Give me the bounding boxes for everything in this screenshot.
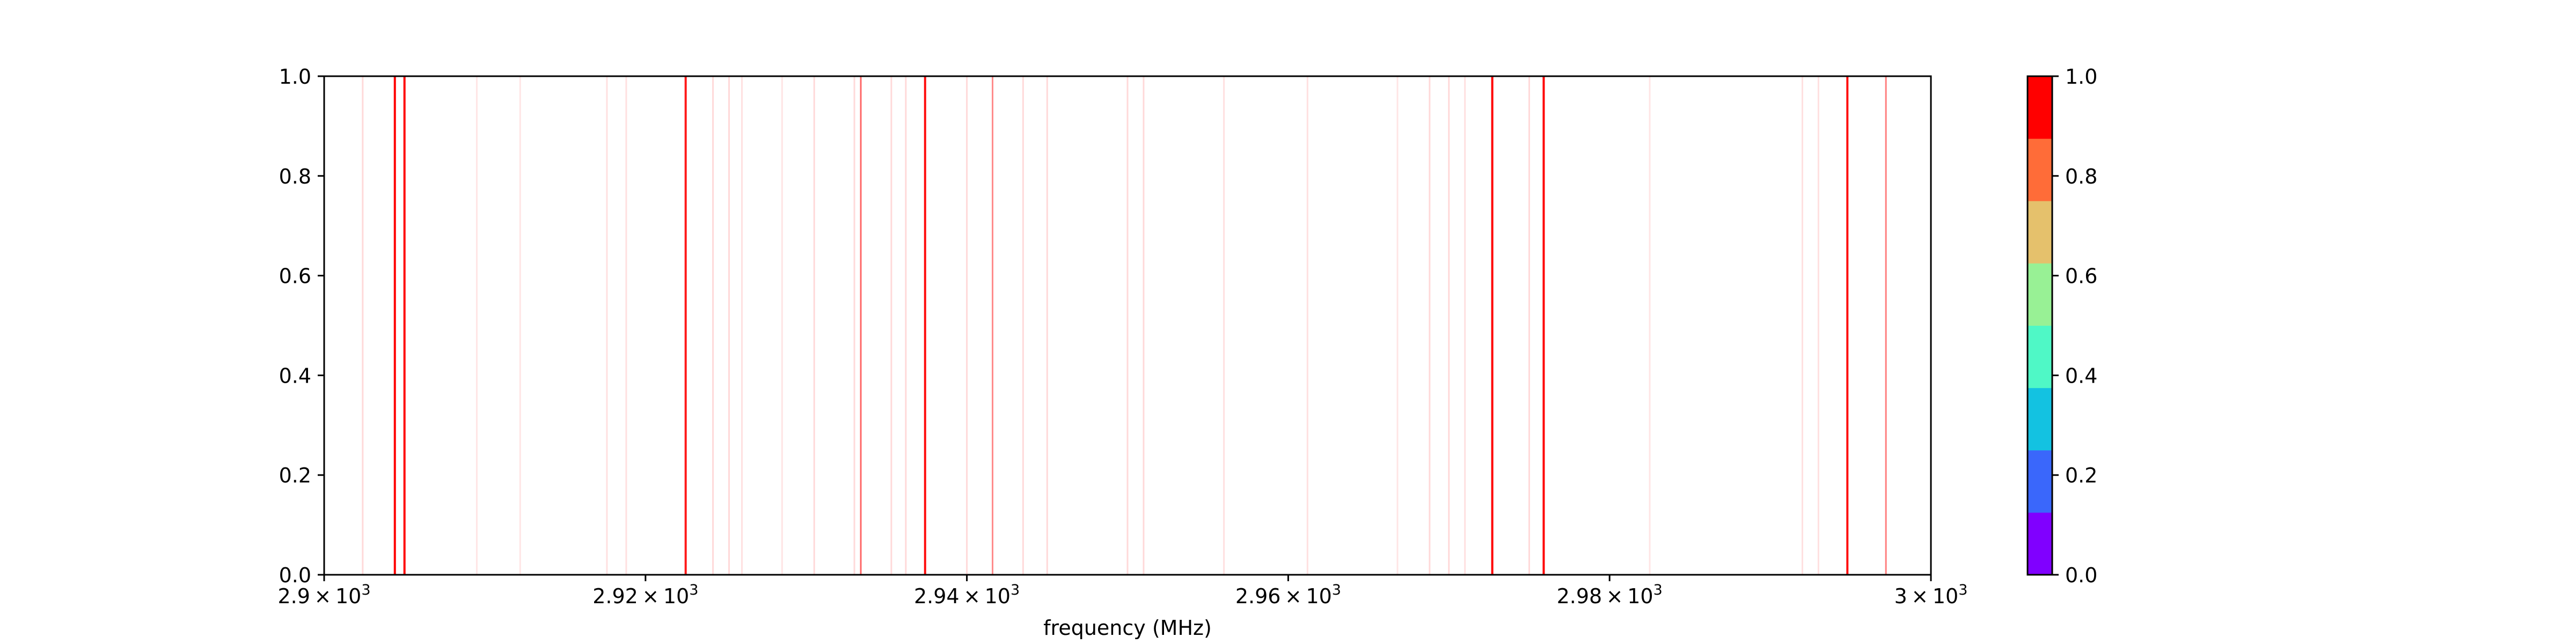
colorbar-tick-label: 0.4 <box>2065 364 2097 387</box>
colorbar-segment <box>2028 512 2052 575</box>
colorbar-tick-label: 0.8 <box>2065 165 2097 188</box>
colorbar-segment <box>2028 263 2052 326</box>
colorbar-tick-label: 0.0 <box>2065 564 2097 587</box>
colorbar-tick-label: 0.2 <box>2065 464 2097 487</box>
y-tick-label: 1.0 <box>279 65 311 89</box>
colorbar-segment <box>2028 387 2052 451</box>
colorbar-frame <box>2026 75 2053 576</box>
colorbar-segment <box>2028 450 2052 513</box>
y-tick-label: 0.4 <box>279 364 311 387</box>
x-tick-label: 3 × 103 <box>1894 582 1968 608</box>
plot-background <box>324 76 1931 575</box>
colorbar-segment <box>2028 138 2052 201</box>
x-axis: 2.9 × 103 2.92 × 103 2.94 × 103 2.96 × 103 2… <box>278 575 1968 608</box>
colorbar-tick-label: 0.6 <box>2065 265 2097 288</box>
y-tick-label: 0.2 <box>279 464 311 487</box>
colorbar-segment <box>2028 76 2052 139</box>
colorbar-tick-label: 1.0 <box>2065 65 2097 89</box>
x-tick-label: 2.9 × 103 <box>278 582 371 608</box>
x-tick-label: 2.96 × 103 <box>1235 582 1341 608</box>
colorbar-segment <box>2028 201 2052 264</box>
x-tick-label: 2.92 × 103 <box>592 582 698 608</box>
x-axis-label: frequency (MHz) <box>1043 616 1212 640</box>
spectral-lines <box>362 76 1887 575</box>
x-tick-label: 2.98 × 103 <box>1557 582 1663 608</box>
y-tick-label: 0.6 <box>279 265 311 288</box>
colorbar: 0.0 0.2 0.4 0.6 0.8 1.0 <box>2026 65 2097 587</box>
y-tick-label: 0.0 <box>279 564 311 587</box>
x-tick-label: 2.94 × 103 <box>914 582 1020 608</box>
plot-frame <box>323 75 1932 576</box>
y-tick-label: 0.8 <box>279 165 311 188</box>
y-axis: 0.0 0.2 0.4 0.6 0.8 1.0 <box>279 65 324 587</box>
plot-area <box>323 75 1932 576</box>
colorbar-segment <box>2028 325 2052 389</box>
